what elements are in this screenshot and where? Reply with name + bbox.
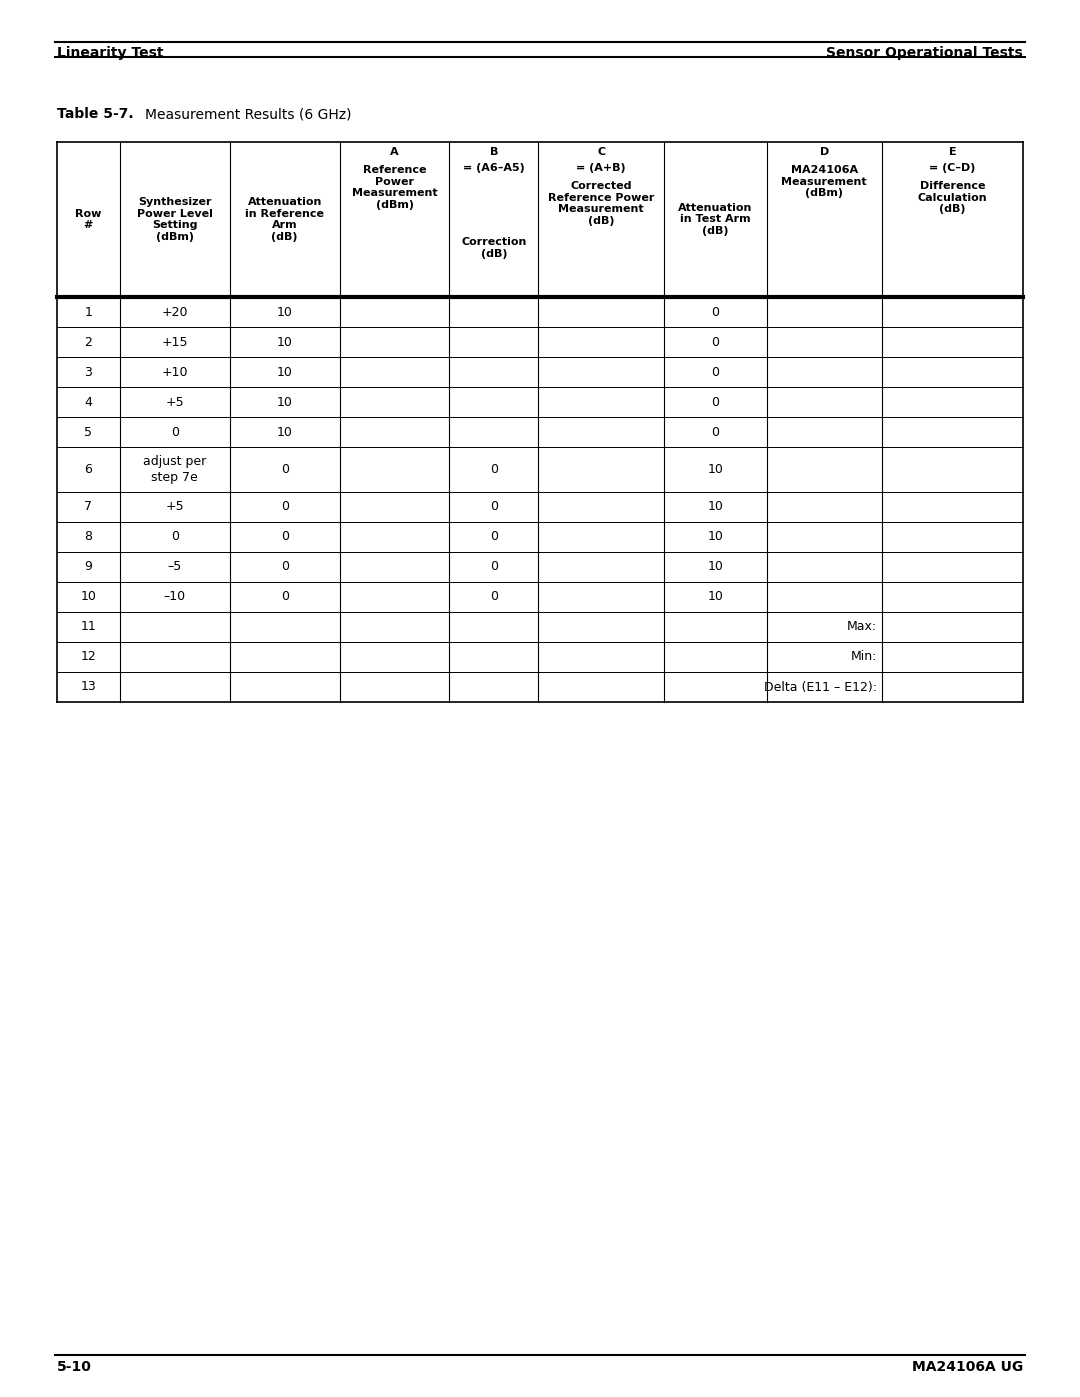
Text: 0: 0 — [712, 426, 719, 439]
Text: 13: 13 — [81, 680, 96, 693]
Text: 10: 10 — [276, 426, 293, 439]
Text: 5: 5 — [84, 426, 93, 439]
Text: 10: 10 — [707, 560, 724, 574]
Text: 10: 10 — [81, 591, 96, 604]
Text: Min:: Min: — [850, 651, 877, 664]
Text: 0: 0 — [171, 531, 179, 543]
Text: E: E — [948, 147, 956, 156]
Text: 10: 10 — [276, 366, 293, 379]
Text: 1: 1 — [84, 306, 92, 319]
Text: 10: 10 — [276, 335, 293, 348]
Text: 0: 0 — [281, 591, 288, 604]
Text: 10: 10 — [707, 591, 724, 604]
Text: 0: 0 — [490, 500, 498, 514]
Text: Reference
Power
Measurement
(dBm): Reference Power Measurement (dBm) — [352, 165, 437, 210]
Text: +5: +5 — [165, 500, 184, 514]
Text: Table 5-7.: Table 5-7. — [57, 108, 134, 122]
Text: 0: 0 — [712, 306, 719, 319]
Text: 0: 0 — [490, 591, 498, 604]
Text: C: C — [597, 147, 605, 156]
Text: 10: 10 — [707, 531, 724, 543]
Text: –10: –10 — [164, 591, 186, 604]
Text: 2: 2 — [84, 335, 92, 348]
Text: 4: 4 — [84, 395, 92, 408]
Text: 0: 0 — [490, 531, 498, 543]
Text: = (C–D): = (C–D) — [929, 163, 975, 173]
Text: 0: 0 — [171, 426, 179, 439]
Text: 3: 3 — [84, 366, 92, 379]
Text: –5: –5 — [167, 560, 181, 574]
Text: Measurement Results (6 GHz): Measurement Results (6 GHz) — [145, 108, 351, 122]
Text: 0: 0 — [712, 366, 719, 379]
Text: 9: 9 — [84, 560, 92, 574]
Text: 0: 0 — [281, 462, 288, 476]
Text: 10: 10 — [707, 500, 724, 514]
Text: = (A+B): = (A+B) — [577, 163, 626, 173]
Text: adjust per
step 7e: adjust per step 7e — [144, 455, 206, 483]
Text: +15: +15 — [162, 335, 188, 348]
Text: Sensor Operational Tests: Sensor Operational Tests — [826, 46, 1023, 60]
Text: A: A — [390, 147, 399, 156]
Text: +20: +20 — [162, 306, 188, 319]
Text: +5: +5 — [165, 395, 184, 408]
Text: Attenuation
in Test Arm
(dB): Attenuation in Test Arm (dB) — [678, 203, 753, 236]
Text: 0: 0 — [712, 335, 719, 348]
Text: 10: 10 — [276, 395, 293, 408]
Text: 11: 11 — [81, 620, 96, 633]
Text: Linearity Test: Linearity Test — [57, 46, 163, 60]
Text: 0: 0 — [281, 560, 288, 574]
Text: Max:: Max: — [847, 620, 877, 633]
Text: Difference
Calculation
(dB): Difference Calculation (dB) — [918, 182, 987, 214]
Text: 6: 6 — [84, 462, 92, 476]
Text: D: D — [820, 147, 828, 156]
Text: 0: 0 — [490, 560, 498, 574]
Text: 10: 10 — [276, 306, 293, 319]
Text: 7: 7 — [84, 500, 93, 514]
Text: 5-10: 5-10 — [57, 1361, 92, 1375]
Text: Synthesizer
Power Level
Setting
(dBm): Synthesizer Power Level Setting (dBm) — [137, 197, 213, 242]
Text: MA24106A
Measurement
(dBm): MA24106A Measurement (dBm) — [781, 165, 867, 198]
Text: Row
#: Row # — [76, 208, 102, 231]
Text: MA24106A UG: MA24106A UG — [912, 1361, 1023, 1375]
Text: 0: 0 — [712, 395, 719, 408]
Text: Delta (E11 – E12):: Delta (E11 – E12): — [764, 680, 877, 693]
Text: Corrected
Reference Power
Measurement
(dB): Corrected Reference Power Measurement (d… — [548, 182, 654, 226]
Text: 10: 10 — [707, 462, 724, 476]
Text: +10: +10 — [162, 366, 188, 379]
Text: 0: 0 — [490, 462, 498, 476]
Text: 0: 0 — [281, 500, 288, 514]
Text: Correction
(dB): Correction (dB) — [461, 237, 527, 258]
Text: Attenuation
in Reference
Arm
(dB): Attenuation in Reference Arm (dB) — [245, 197, 324, 242]
Text: 8: 8 — [84, 531, 93, 543]
Text: B: B — [489, 147, 498, 156]
Text: 0: 0 — [281, 531, 288, 543]
Text: 12: 12 — [81, 651, 96, 664]
Text: = (A6–A5): = (A6–A5) — [463, 163, 525, 173]
